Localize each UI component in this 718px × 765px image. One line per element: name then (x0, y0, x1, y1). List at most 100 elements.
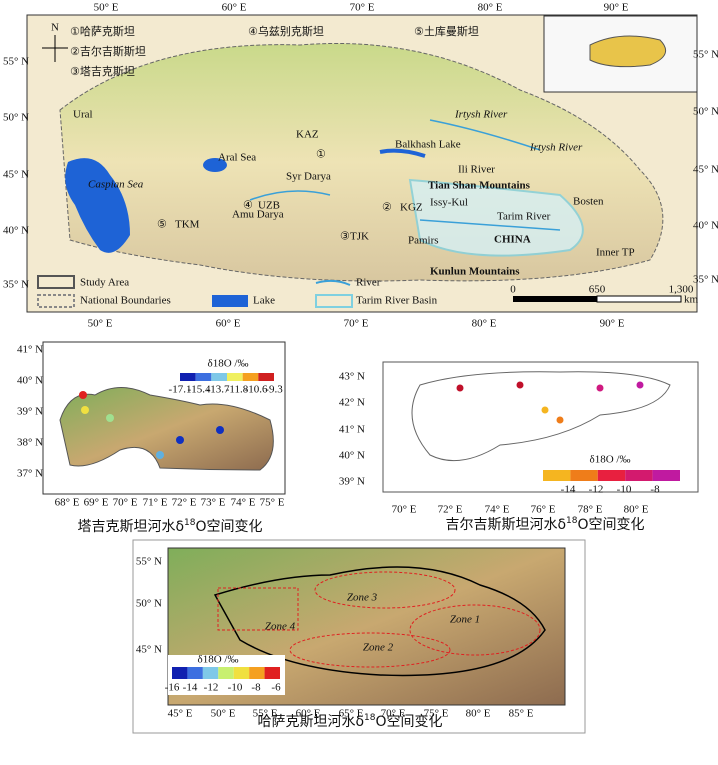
lon-label: 73° E (201, 497, 226, 509)
lon-label-bottom: 50° E (88, 318, 113, 330)
colorbar-swatch (227, 373, 243, 381)
map-label: Ili River (458, 164, 495, 176)
lon-label: 80° E (466, 708, 491, 720)
colorbar-tick-label: -8 (650, 484, 660, 496)
map-label: Inner TP (596, 247, 635, 259)
scale-label: 1,300 (669, 284, 694, 296)
lat-label-right: 45° N (693, 164, 718, 176)
lat-label-left: 35° N (3, 279, 29, 291)
lat-label-left: 55° N (3, 56, 29, 68)
lon-label-bottom: 60° E (216, 318, 241, 330)
map-label: KGZ (400, 202, 423, 214)
kg-points (456, 381, 644, 424)
lat-label-left: 50° N (3, 112, 29, 124)
colorbar-tick-label: -6 (271, 682, 281, 694)
colorbar-tick-label: -8 (251, 682, 261, 694)
legend-label: Tarim River Basin (356, 295, 438, 307)
caption: 哈萨克斯坦河水δ18O空间变化 (257, 713, 442, 731)
lon-label: 75° E (424, 708, 449, 720)
lon-label-bottom: 80° E (472, 318, 497, 330)
map-label: Caspian Sea (88, 179, 144, 191)
map-label: KAZ (296, 129, 319, 141)
caption-part: 18 (184, 518, 196, 528)
map-label: ③ (340, 231, 350, 243)
lon-label: 75° E (260, 497, 285, 509)
lon-label: 78° E (578, 504, 603, 516)
map-label: Irtysh River (529, 142, 583, 154)
lon-label-bottom: 70° E (344, 318, 369, 330)
country-label: ④乌兹别克斯坦 (248, 24, 324, 38)
colorbar-swatch (172, 667, 188, 679)
zone-label: Zone 3 (347, 592, 378, 604)
zone-label: Zone 1 (450, 614, 480, 626)
colorbar-tick-label: -9.3 (265, 384, 283, 396)
lon-label-top: 60° E (222, 2, 247, 14)
lat-label-right: 55° N (693, 49, 718, 61)
map-label: UZB (258, 200, 280, 212)
lat-label: 37° N (17, 468, 43, 480)
legend-symbols (37, 275, 682, 308)
colorbar-swatch (187, 667, 203, 679)
caption: 吉尔吉斯斯坦河水δ18O空间变化 (445, 516, 644, 534)
lon-label: 72° E (172, 497, 197, 509)
lon-label-bottom: 90° E (600, 318, 625, 330)
lon-label: 68° E (55, 497, 80, 509)
map-label: Irtysh River (454, 109, 508, 121)
colorbar-title: δ18O /‰ (208, 358, 249, 370)
colorbar-swatch (202, 667, 219, 679)
lat-label: 55° N (136, 556, 162, 568)
kz-zones (217, 571, 541, 668)
lon-label: 65° E (339, 708, 364, 720)
map-label: Aral Sea (218, 152, 256, 164)
caption-part: 塔吉克斯坦河水δ (77, 519, 184, 535)
colorbar-tick-label: -10 (617, 484, 632, 496)
caption-part: 哈萨克斯坦河水δ (257, 714, 364, 730)
lon-label: 55° E (253, 708, 278, 720)
caption-part: 18 (364, 713, 376, 723)
lat-label: 45° N (136, 644, 162, 656)
kz-outline (213, 566, 546, 677)
tj-points (79, 391, 224, 459)
caption-part: O空间变化 (578, 517, 645, 533)
colorbar-swatch (597, 470, 626, 481)
lon-label: 45° E (168, 708, 193, 720)
lon-label: 76° E (531, 504, 556, 516)
colorbar-swatch (264, 667, 280, 679)
map-label: Tarim River (497, 211, 551, 223)
colorbar-tick-label: -10 (228, 682, 243, 694)
colorbar-tick-label: -11.8 (226, 384, 249, 396)
balkhash-lake (379, 148, 426, 158)
lon-label: 70° E (113, 497, 138, 509)
lat-label-right: 35° N (693, 274, 718, 286)
tj-terrain (59, 387, 274, 471)
compass-label: N (51, 22, 59, 34)
lon-label: 85° E (509, 708, 534, 720)
map-label: Amu Darya (232, 209, 284, 221)
colorbar-swatch (218, 667, 234, 679)
map-label: CHINA (494, 234, 531, 246)
map-label: Kunlun Mountains (430, 266, 520, 278)
lon-label-top: 90° E (604, 2, 629, 14)
colorbar-swatch (258, 373, 274, 381)
legend-label: Study Area (80, 277, 129, 289)
lat-label: 41° N (17, 344, 43, 356)
colorbar-tick-label: -13.7 (207, 384, 230, 396)
map-label: Bosten (573, 196, 604, 208)
colorbar-swatch (652, 470, 680, 481)
caspian-sea (65, 158, 130, 253)
legend-label: Lake (253, 295, 275, 307)
compass (42, 35, 68, 62)
lat-label: 43° N (339, 371, 365, 383)
map-label: Syr Darya (286, 171, 331, 183)
lon-label: 70° E (392, 504, 417, 516)
colorbar-swatch (543, 470, 571, 481)
colorbar-tick-label: -16 (165, 682, 180, 694)
colorbar-tick-label: -10.6 (245, 384, 268, 396)
zone-label: Zone 4 (265, 621, 296, 633)
colorbar-tick-label: -12 (204, 682, 219, 694)
lon-label: 70° E (381, 708, 406, 720)
colorbar-swatch (180, 373, 196, 381)
rivers (249, 119, 561, 231)
country-label: ②吉尔吉斯斯坦 (70, 44, 146, 58)
